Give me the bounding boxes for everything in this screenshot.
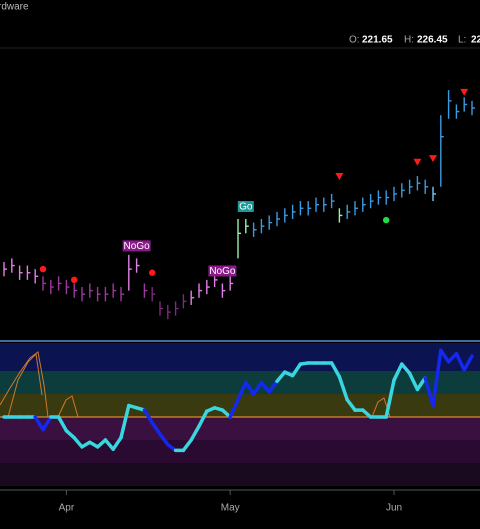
annotation-box xyxy=(122,240,151,252)
annotation-label: Go xyxy=(239,202,253,213)
x-tick-label: Apr xyxy=(59,503,75,514)
band xyxy=(0,417,480,440)
chart-title: rdware xyxy=(0,2,29,13)
oscillator-segment xyxy=(259,380,271,394)
band xyxy=(0,343,480,348)
oscillator-segment xyxy=(337,375,349,402)
oscillator-segment xyxy=(400,362,412,376)
signal-dot xyxy=(71,276,78,284)
oscillator-segment xyxy=(439,348,451,364)
oscillator-segment xyxy=(345,398,357,412)
band xyxy=(0,371,480,394)
oscillator-segment xyxy=(454,352,466,372)
oscillator-panel xyxy=(0,343,480,486)
signal-dot xyxy=(149,269,156,276)
oscillator-segment xyxy=(384,378,396,419)
signal-triangle xyxy=(335,173,344,181)
oscillator-segment xyxy=(407,371,420,392)
oscillator-segment xyxy=(111,435,123,451)
signal-triangle xyxy=(429,155,437,163)
oscillator-segment xyxy=(431,348,443,408)
oscillator-segment xyxy=(150,421,162,436)
oscillator-segment xyxy=(158,432,170,447)
oscillator-segment xyxy=(33,415,45,432)
ohlc-value: 226.45 xyxy=(417,35,448,46)
oscillator-segment xyxy=(103,438,115,451)
oscillator-segment xyxy=(181,438,193,453)
band xyxy=(0,440,480,463)
x-tick-label: Jun xyxy=(386,503,402,514)
oscillator-segment xyxy=(72,435,84,449)
squeeze-decoration xyxy=(0,351,49,418)
oscillator-segment xyxy=(329,361,342,379)
ohlc-label: L: xyxy=(458,35,466,46)
x-tick-label: May xyxy=(221,503,240,514)
oscillator-segment xyxy=(423,376,435,408)
band xyxy=(0,348,480,371)
oscillator-segment xyxy=(236,380,248,402)
oscillator-segment xyxy=(290,362,303,378)
oscillator-segment xyxy=(392,362,404,382)
annotation-box xyxy=(208,265,237,277)
annotation-label: NoGo xyxy=(209,266,236,277)
oscillator-segment xyxy=(267,379,279,394)
signal-dot xyxy=(39,265,47,273)
oscillator-segment xyxy=(119,403,131,440)
oscillator-segment xyxy=(462,354,474,372)
oscillator-segment xyxy=(244,380,256,396)
signal-dot xyxy=(383,216,390,224)
annotation-box xyxy=(237,201,254,213)
oscillator-segment xyxy=(415,376,427,392)
ohlc-value: 221.65 xyxy=(362,35,393,46)
ohlc-label: H: xyxy=(404,35,414,46)
oscillator-segment xyxy=(197,409,209,428)
annotation-label: NoGo xyxy=(124,241,151,252)
oscillator-segment xyxy=(189,424,201,442)
band xyxy=(0,463,480,486)
oscillator-segment xyxy=(228,398,240,419)
signal-triangle xyxy=(413,158,422,166)
oscillator-segment xyxy=(446,352,459,364)
ohlc-label: O: xyxy=(349,35,360,46)
squeeze-decoration xyxy=(57,395,79,418)
oscillator-segment xyxy=(275,370,287,384)
signal-triangle xyxy=(460,88,469,96)
ohlc-value: 22 xyxy=(471,35,480,46)
squeeze-decoration xyxy=(7,352,43,418)
oscillator-segment xyxy=(41,415,53,432)
oscillator-segment xyxy=(142,408,154,425)
oscillator-segment xyxy=(56,415,69,433)
oscillator-segment xyxy=(251,380,264,396)
